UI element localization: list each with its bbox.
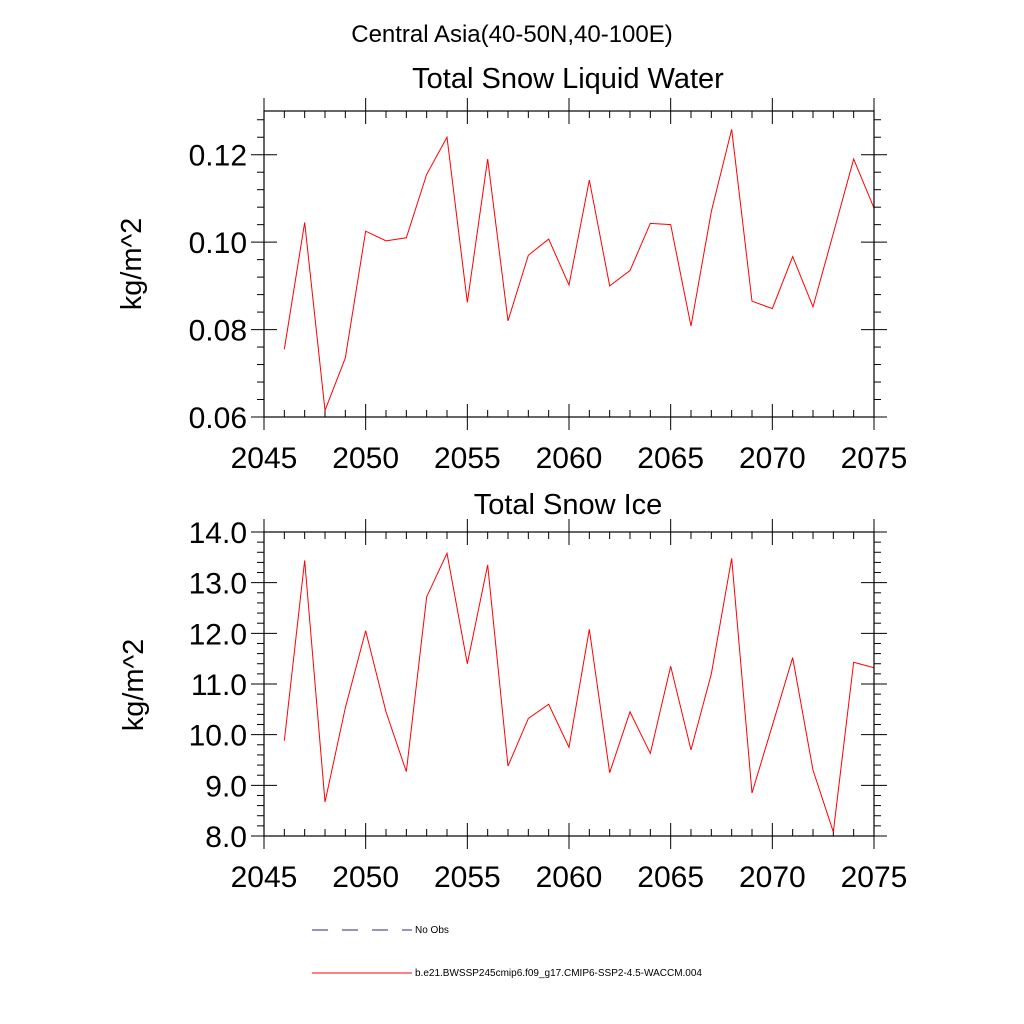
plot-frame	[263, 531, 875, 837]
y-tick-label: 0.12	[189, 140, 247, 173]
y-tick-label: 14.0	[189, 517, 247, 550]
legend: No Obs b.e21.BWSSP245cmip6.f09_g17.CMIP6…	[312, 925, 702, 979]
legend-label: b.e21.BWSSP245cmip6.f09_g17.CMIP6-SSP2-4…	[415, 968, 702, 979]
x-tick-label: 2065	[637, 442, 704, 475]
y-tick-label: 11.0	[191, 669, 247, 702]
y-axis-label: kg/m^2	[118, 639, 150, 732]
panel-title: Total Snow Ice	[474, 489, 663, 521]
y-tick-label: 13.0	[189, 568, 247, 601]
legend-entry-model-run: b.e21.BWSSP245cmip6.f09_g17.CMIP6-SSP2-4…	[312, 968, 702, 979]
y-tick-label: 10.0	[189, 720, 247, 753]
x-tick-label: 2065	[637, 861, 704, 894]
series-line	[283, 129, 875, 411]
y-tick-label: 0.06	[189, 402, 247, 435]
x-tick-label: 2070	[739, 442, 806, 475]
y-tick-label: 12.0	[189, 618, 247, 651]
axis-tick-labels: 2045 2050 2055 2060 2065 2070 2075 0.06 0.08 0.10…	[189, 140, 908, 475]
x-tick-label: 2075	[841, 442, 908, 475]
panel-title: Total Snow Liquid Water	[412, 63, 724, 95]
x-tick-label: 2045	[231, 442, 298, 475]
x-tick-label: 2055	[434, 861, 501, 894]
x-tick-label: 2045	[231, 861, 298, 894]
x-tick-label: 2055	[434, 442, 501, 475]
x-tick-label: 2070	[739, 861, 806, 894]
x-tick-label: 2075	[841, 861, 908, 894]
legend-entry-no-obs: No Obs	[312, 925, 449, 936]
y-tick-label: 9.0	[205, 770, 247, 803]
x-tick-label: 2060	[536, 861, 603, 894]
figure-main-title: Central Asia(40-50N,40-100E)	[351, 21, 673, 48]
y-tick-label: 0.08	[189, 315, 247, 348]
chart-panel-snow-ice: Total Snow Ice kg/m^2 2045 2050 2055 2060 20…	[118, 489, 907, 894]
series-line	[283, 551, 875, 833]
chart-panel-snow-liquid-water: Total Snow Liquid Water kg/m^2 2045 2050 2…	[116, 63, 907, 475]
y-tick-label: 0.10	[189, 227, 247, 260]
x-tick-label: 2060	[536, 442, 603, 475]
y-tick-label: 8.0	[205, 821, 247, 854]
plot-frame	[263, 110, 875, 418]
x-tick-label: 2050	[332, 442, 399, 475]
legend-label: No Obs	[415, 925, 449, 936]
axis-tick-labels: 2045 2050 2055 2060 2065 2070 2075 8.0 9.0 10.0 11…	[189, 517, 908, 894]
x-tick-label: 2050	[332, 861, 399, 894]
y-axis-label: kg/m^2	[116, 218, 148, 311]
